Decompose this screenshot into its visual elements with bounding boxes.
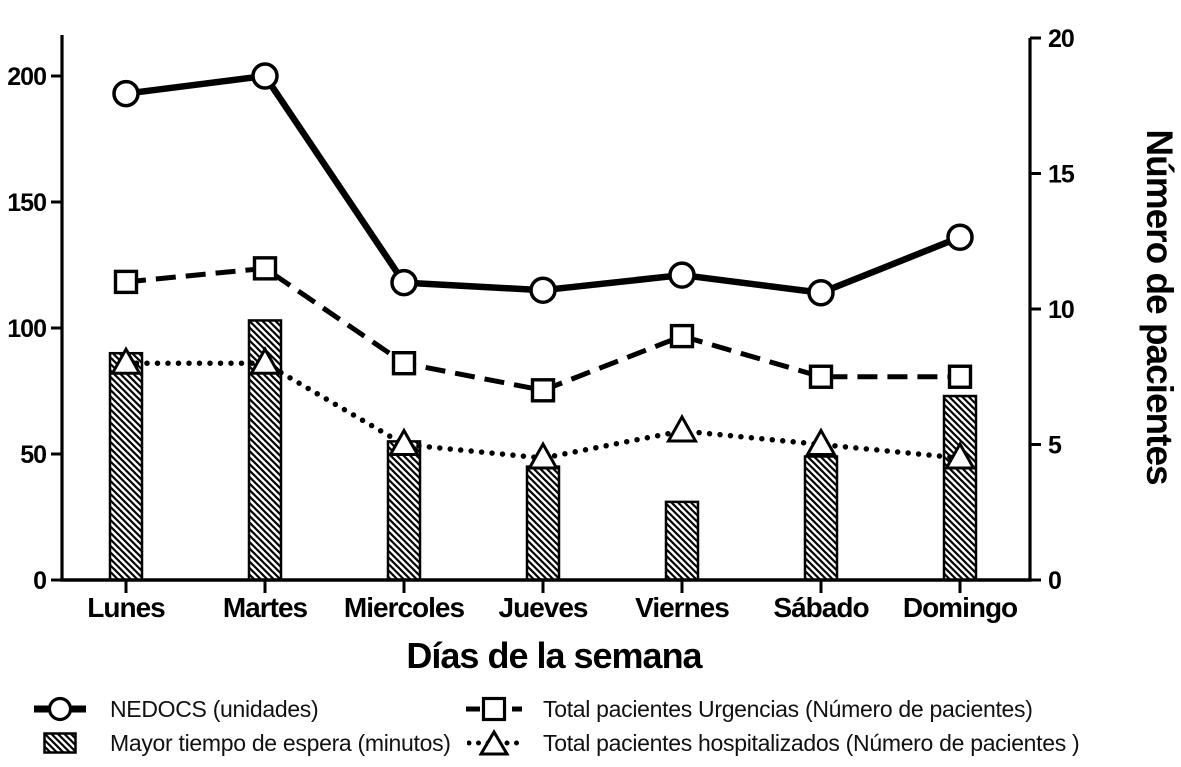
square-marker	[947, 364, 973, 389]
svg-text:200: 200	[7, 63, 46, 91]
legend-column-left: NEDOCS (unidades) Mayor tiempo de espera…	[32, 692, 451, 760]
svg-text:Sábado: Sábado	[773, 592, 869, 623]
svg-text:Miercoles: Miercoles	[344, 592, 465, 623]
circle-marker	[946, 223, 974, 252]
triangle-marker	[109, 346, 143, 375]
bar-Sábado	[803, 455, 839, 582]
bar-Domingo	[942, 394, 978, 582]
square-marker	[113, 269, 139, 295]
svg-text:Jueves: Jueves	[499, 592, 588, 623]
legend-item-urgencias: Total pacientes Urgencias (Número de pac…	[466, 692, 1079, 726]
circle-marker	[807, 278, 835, 307]
square-marker	[808, 364, 834, 389]
svg-text:150: 150	[7, 189, 46, 217]
triangle-marker	[248, 346, 282, 375]
chart-plot: 0 50 100 150 200 0 5 10 15 20 Lunes Martes Miercoles…	[7, 25, 1180, 676]
triangle-marker	[804, 427, 838, 456]
svg-text:0: 0	[33, 567, 46, 595]
svg-text:5: 5	[1048, 432, 1062, 460]
bar-Viernes	[664, 500, 700, 582]
legend-label: Total pacientes Urgencias (Número de pac…	[543, 695, 1033, 722]
circle-marker	[112, 79, 140, 108]
triangle-marker	[665, 413, 699, 443]
svg-text:Viernes: Viernes	[635, 592, 729, 623]
legend-item-espera: Mayor tiempo de espera (minutos)	[32, 726, 451, 760]
triangle-marker	[526, 440, 560, 470]
circle-marker	[668, 261, 696, 289]
bar-Lunes	[108, 351, 144, 582]
circle-series-line	[125, 72, 962, 296]
square-marker	[252, 256, 278, 281]
legend-item-hospitalizados: Total pacientes hospitalizados (Número d…	[466, 726, 1080, 760]
legend: NEDOCS (unidades) Mayor tiempo de espera…	[0, 692, 1181, 764]
legend-label: NEDOCS (unidades)	[110, 695, 319, 722]
bar-Jueves	[525, 465, 561, 582]
circle-marker	[390, 268, 418, 297]
legend-item-nedocs: NEDOCS (unidades)	[32, 692, 451, 726]
svg-text:Domingo: Domingo	[903, 592, 1018, 623]
triangle-marker	[387, 427, 421, 456]
circle-marker	[251, 62, 279, 90]
square-dashed-line-marker-icon	[466, 695, 522, 723]
svg-text:15: 15	[1048, 161, 1075, 189]
svg-text:Número de pacientes: Número de pacientes	[1139, 129, 1180, 485]
legend-column-right: Total pacientes Urgencias (Número de pac…	[466, 692, 1080, 760]
square-marker	[669, 323, 695, 349]
square-marker	[391, 351, 417, 376]
legend-label: Mayor tiempo de espera (minutos)	[110, 729, 451, 756]
triangle-dotted-line-marker-icon	[466, 729, 522, 757]
chart-svg: 0 50 100 150 200 0 5 10 15 20 Lunes Martes Miercoles…	[7, 25, 1180, 676]
svg-text:10: 10	[1048, 296, 1074, 324]
square-marker	[530, 378, 556, 403]
svg-text:Días de la semana: Días de la semana	[406, 635, 703, 676]
svg-text:100: 100	[7, 315, 46, 343]
svg-text:20: 20	[1048, 25, 1074, 53]
triangle-marker	[943, 440, 977, 470]
hatched-bar-marker-icon	[32, 732, 88, 754]
circle-marker	[529, 276, 557, 304]
bar-Miercoles	[386, 440, 422, 582]
svg-text:0: 0	[1048, 567, 1061, 595]
svg-text:50: 50	[20, 441, 46, 469]
svg-text:Lunes: Lunes	[87, 592, 165, 623]
legend-label: Total pacientes hospitalizados (Número d…	[543, 729, 1080, 756]
svg-text:Martes: Martes	[223, 592, 308, 623]
circle-solid-line-marker-icon	[32, 695, 88, 723]
